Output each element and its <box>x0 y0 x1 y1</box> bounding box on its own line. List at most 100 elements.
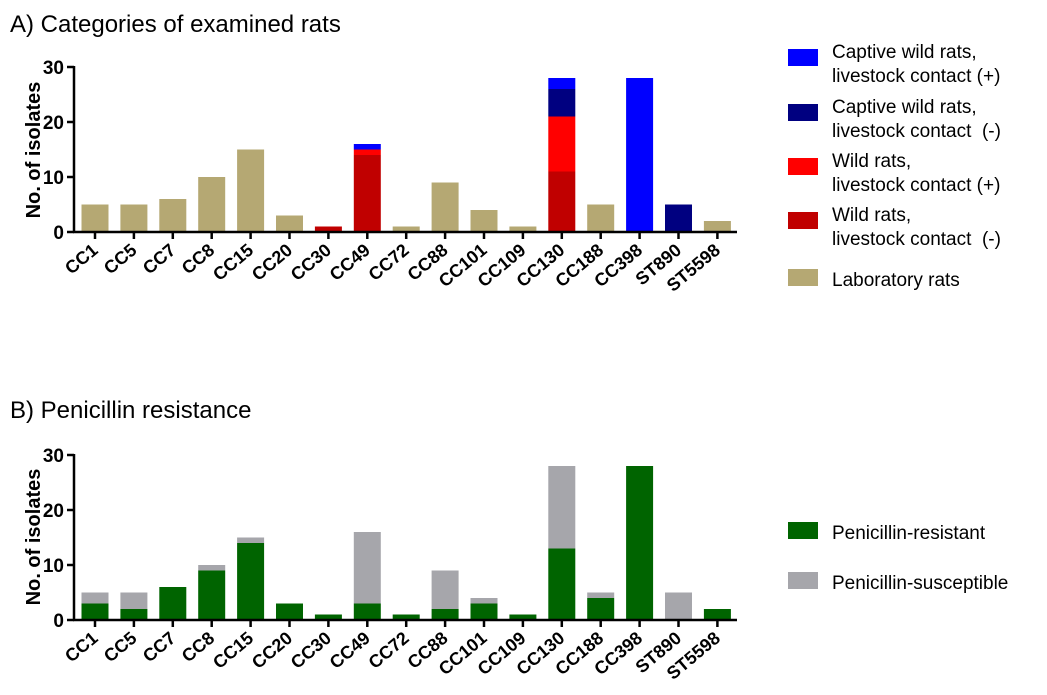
panel-a-bar-cc130-series-3 <box>548 89 576 117</box>
panel-b-y-tick-label: 0 <box>53 611 64 632</box>
panel-b-legend-swatch-1 <box>788 572 818 589</box>
panel-a-y-tick-label: 0 <box>53 223 64 244</box>
panel-a-bar-cc49-series-1 <box>353 155 381 232</box>
panel-b-bar-cc72-series-0 <box>392 614 420 620</box>
panel-a-x-tick-label-cc20: CC20 <box>248 240 296 285</box>
panel-a-x-tick-label-cc7: CC7 <box>139 240 179 278</box>
panel-a-bar-cc5-series-0 <box>120 204 148 232</box>
panel-a-x-ticks: CC1CC5CC7CC8CC15CC20CC30CC49CC72CC88CC10… <box>61 232 724 296</box>
panel-a-bar-cc49-series-2 <box>353 149 381 155</box>
panel-b-x-tick-label-cc30: CC30 <box>287 628 335 673</box>
panel-a-legend: Captive wild rats, livestock contact (+) C… <box>788 42 1001 291</box>
panel-a-bar-cc8-series-0 <box>198 177 226 232</box>
panel-b: B) Penicillin resistance No. of isolates… <box>10 397 1008 684</box>
panel-a-bar-cc88-series-0 <box>431 182 459 232</box>
panel-a-bar-cc130-series-2 <box>548 116 576 172</box>
panel-a-legend-swatch-3 <box>788 104 818 121</box>
panel-b-bar-cc8-series-0 <box>198 570 226 620</box>
panel-a-bar-cc130-series-1 <box>548 171 576 232</box>
panel-a-bar-cc72-series-0 <box>392 226 420 232</box>
panel-a-bar-cc398-series-4 <box>626 78 654 232</box>
panel-b-bar-cc398-series-0 <box>626 466 654 620</box>
panel-a-bar-cc1-series-0 <box>81 204 109 232</box>
panel-b-y-tick-label: 30 <box>43 446 64 467</box>
panel-a-y-axis-label: No. of isolates <box>23 82 45 219</box>
panel-a-x-tick-label-cc30: CC30 <box>287 240 335 285</box>
panel-b-x-tick-label-cc20: CC20 <box>248 628 296 673</box>
panel-b-x-ticks: CC1CC5CC7CC8CC15CC20CC30CC49CC72CC88CC10… <box>61 620 724 684</box>
panel-a-x-tick-label-cc49: CC49 <box>326 240 374 285</box>
panel-b-y-tick-label: 20 <box>43 501 64 522</box>
panel-a-legend-label-1-line-1: livestock contact (-) <box>832 229 1001 250</box>
panel-a-bar-st890-series-3 <box>665 204 692 232</box>
panel-a-bar-cc101-series-0 <box>470 210 498 232</box>
panel-b-bar-cc1-series-1 <box>81 592 109 604</box>
panel-b-bar-cc88-series-1 <box>431 570 459 609</box>
panel-b-bar-cc30-series-0 <box>314 614 342 620</box>
panel-b-bars <box>81 466 731 620</box>
panel-a-bar-cc130-series-4 <box>548 78 576 89</box>
panel-b-legend: Penicillin-resistant Penicillin-susceptib… <box>788 522 1008 594</box>
panel-a-legend-label-3-line-0: Captive wild rats, <box>832 97 977 118</box>
panel-b-bar-cc49-series-1 <box>353 532 381 604</box>
panel-a-bar-cc20-series-0 <box>276 215 303 232</box>
panel-b-bar-cc101-series-1 <box>470 598 498 604</box>
panel-b-x-tick-label-cc5: CC5 <box>100 628 140 666</box>
panel-a-bar-cc49-series-4 <box>353 144 381 150</box>
panel-a-axes <box>72 66 737 234</box>
panel-a-y-tick-label: 10 <box>43 168 64 189</box>
panel-b-legend-label-0-line-0: Penicillin-resistant <box>832 523 986 544</box>
panel-a-y-tick-label: 30 <box>43 58 64 79</box>
panel-a-x-tick-label-cc1: CC1 <box>61 240 101 278</box>
panel-b-bar-cc109-series-0 <box>509 614 537 620</box>
panel-b-legend-swatch-0 <box>788 522 818 539</box>
panel-b-bar-cc130-series-1 <box>548 466 576 549</box>
panel-a-legend-label-3-line-1: livestock contact (-) <box>832 121 1001 142</box>
panel-b-bar-cc49-series-0 <box>353 603 381 620</box>
panel-b-bar-st890-series-1 <box>665 592 692 620</box>
panel-b-x-tick-label-cc49: CC49 <box>326 628 374 673</box>
panel-b-bar-cc1-series-0 <box>81 603 109 620</box>
panel-b-y-axis-label: No. of isolates <box>23 469 45 606</box>
panel-a-bar-cc15-series-0 <box>237 149 265 232</box>
panel-a-x-tick-label-cc5: CC5 <box>100 240 140 278</box>
panel-a-legend-label-2-line-1: livestock contact (+) <box>832 175 1000 196</box>
panel-b-bar-cc8-series-1 <box>198 565 226 571</box>
panel-a-legend-label-1-line-0: Wild rats, <box>832 205 911 226</box>
panel-a-bar-st5598-series-0 <box>703 221 731 232</box>
panel-b-bar-cc5-series-1 <box>120 592 148 609</box>
panel-a-y-tick-label: 20 <box>43 113 64 134</box>
panel-b-y-tick-label: 10 <box>43 556 64 577</box>
panel-b-bar-cc130-series-0 <box>548 548 576 620</box>
panel-b-bar-cc188-series-0 <box>587 598 615 620</box>
panel-b-bar-cc15-series-0 <box>237 543 265 620</box>
panel-a-legend-swatch-4 <box>788 49 818 66</box>
panel-b-bar-st5598-series-0 <box>703 609 731 620</box>
panel-a-y-ticks: 0 10 20 30 <box>43 58 74 244</box>
panel-a-legend-swatch-2 <box>788 158 818 175</box>
panel-a-legend-label-2-line-0: Wild rats, <box>832 151 911 172</box>
panel-a: A) Categories of examined rats No. of is… <box>10 11 1001 296</box>
panel-b-bar-cc5-series-0 <box>120 609 148 620</box>
panel-b-bar-cc15-series-1 <box>237 537 265 543</box>
panel-a-legend-label-0-line-0: Laboratory rats <box>832 270 960 291</box>
panel-a-x-tick-label-cc72: CC72 <box>365 240 413 285</box>
panel-b-x-tick-label-cc7: CC7 <box>139 628 179 666</box>
panel-b-axes <box>72 454 737 622</box>
panel-b-title: B) Penicillin resistance <box>10 397 251 424</box>
panel-b-bar-cc88-series-0 <box>431 609 459 620</box>
panel-b-bar-cc20-series-0 <box>276 603 303 620</box>
panel-a-legend-swatch-0 <box>788 269 818 286</box>
panel-b-x-tick-label-cc72: CC72 <box>365 628 413 673</box>
panel-b-bar-cc101-series-0 <box>470 603 498 620</box>
panel-a-bar-cc188-series-0 <box>587 204 615 232</box>
panel-a-legend-label-4-line-0: Captive wild rats, <box>832 42 977 63</box>
panel-a-x-tick-label-cc15: CC15 <box>209 240 257 285</box>
panel-a-legend-swatch-1 <box>788 212 818 229</box>
panel-b-bar-cc7-series-0 <box>159 587 187 620</box>
panel-a-legend-label-4-line-1: livestock contact (+) <box>832 66 1000 87</box>
panel-a-bars <box>81 78 731 232</box>
panel-a-bar-cc30-series-1 <box>314 226 342 232</box>
panel-b-bar-cc188-series-1 <box>587 592 615 598</box>
